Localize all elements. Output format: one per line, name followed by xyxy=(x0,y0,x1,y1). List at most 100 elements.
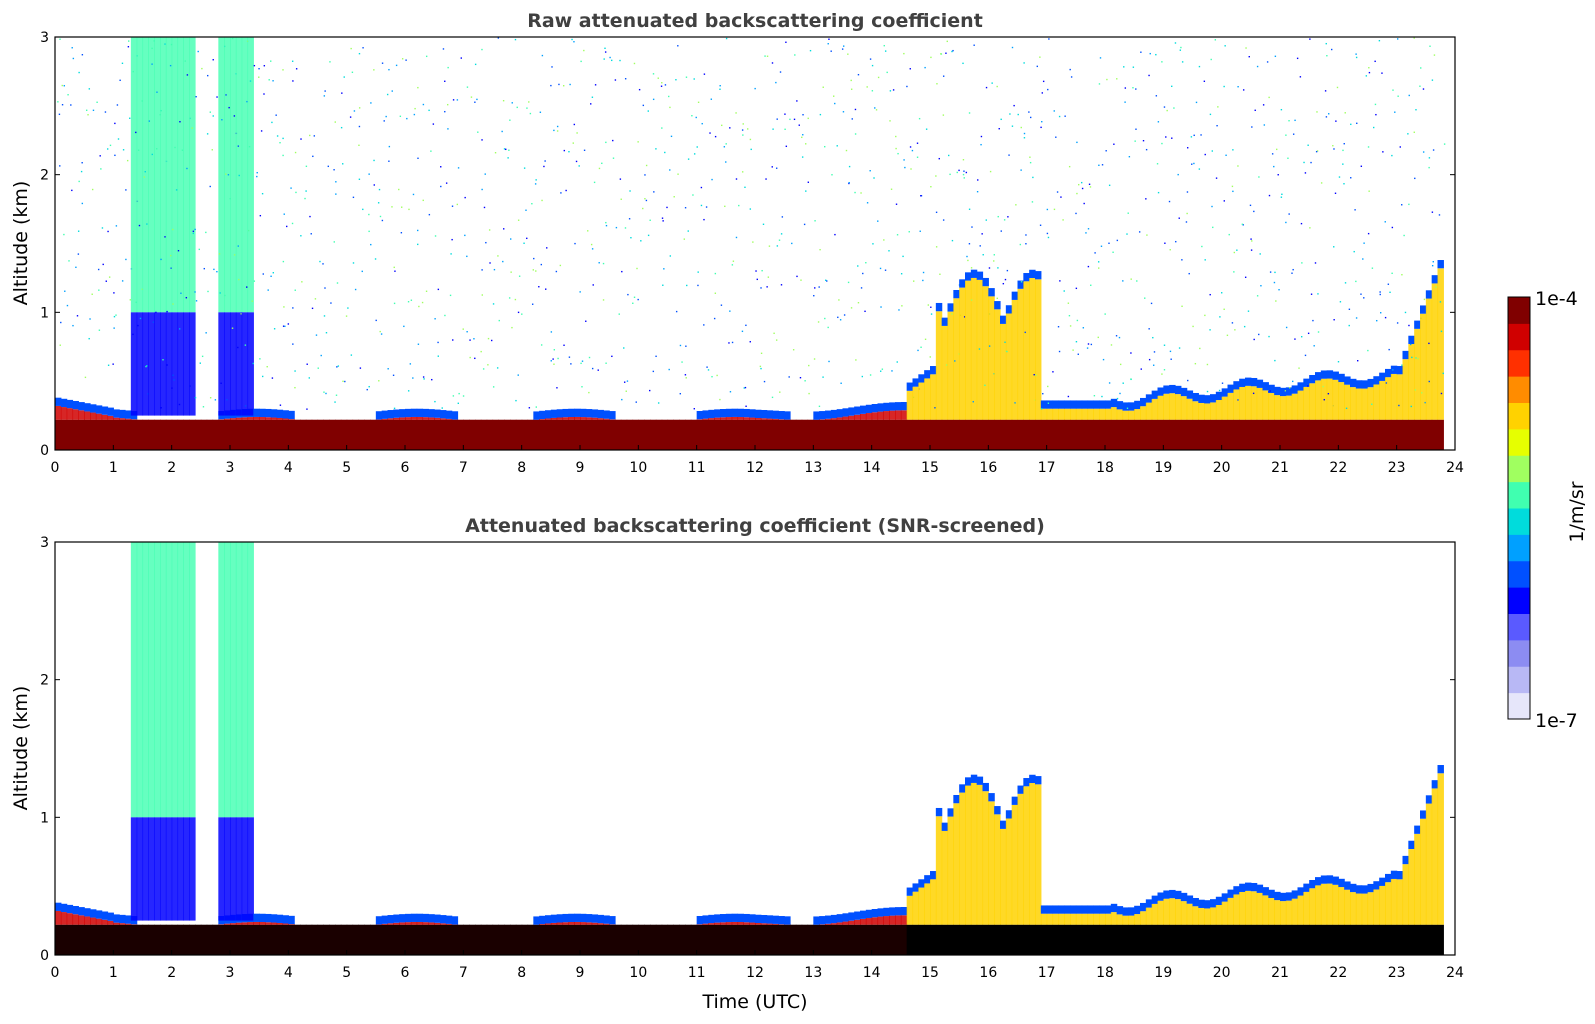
surface-layer-cell xyxy=(819,420,825,450)
surface-layer-cell xyxy=(1438,925,1444,955)
noise-speck xyxy=(1158,121,1159,122)
noise-speck xyxy=(715,293,716,294)
layer-edge-cell xyxy=(73,401,79,409)
noise-speck xyxy=(936,83,937,84)
noise-speck xyxy=(805,143,806,144)
noise-speck xyxy=(619,313,620,314)
noise-speck xyxy=(1373,127,1374,128)
noise-speck xyxy=(1428,167,1429,168)
noise-speck xyxy=(132,334,133,335)
noise-speck xyxy=(1268,97,1269,98)
noise-speck xyxy=(677,45,678,46)
surface-layer-cell xyxy=(598,420,604,450)
noise-speck xyxy=(1286,327,1287,328)
layer-edge-cell xyxy=(1187,390,1193,398)
noise-speck xyxy=(156,92,157,93)
noise-speck xyxy=(1237,86,1238,87)
layer-edge-cell xyxy=(102,911,108,919)
noise-speck xyxy=(626,391,627,392)
noise-speck xyxy=(338,365,339,366)
noise-speck xyxy=(250,80,251,81)
noise-speck xyxy=(335,121,336,122)
x-tick-label: 13 xyxy=(804,965,822,981)
surface-layer-cell xyxy=(493,420,499,450)
noise-speck xyxy=(619,60,620,61)
surface-layer-cell xyxy=(1181,420,1187,450)
noise-speck xyxy=(634,297,635,298)
noise-speck xyxy=(1034,374,1035,375)
noise-speck xyxy=(595,84,596,85)
noise-speck xyxy=(977,179,978,180)
noise-speck xyxy=(87,114,88,115)
noise-speck xyxy=(508,150,509,151)
noise-speck xyxy=(1250,205,1251,206)
noise-speck xyxy=(1048,38,1049,39)
noise-speck xyxy=(179,328,180,329)
surface-layer-cell xyxy=(382,925,388,955)
surface-layer-cell xyxy=(1222,925,1228,955)
layer-edge-cell xyxy=(603,410,609,418)
surface-layer-cell xyxy=(1088,925,1094,955)
noise-speck xyxy=(644,198,645,199)
surface-layer-cell xyxy=(1280,925,1286,955)
plume-base-cell xyxy=(148,312,154,415)
noise-speck xyxy=(378,380,379,381)
surface-layer-cell xyxy=(1093,925,1099,955)
noise-speck xyxy=(1326,116,1327,117)
noise-speck xyxy=(1076,142,1077,143)
noise-speck xyxy=(1135,129,1136,130)
surface-layer-cell xyxy=(848,925,854,955)
surface-layer-cell xyxy=(67,925,73,955)
noise-speck xyxy=(1020,244,1021,245)
noise-speck xyxy=(1223,309,1224,310)
noise-speck xyxy=(1076,341,1077,342)
noise-speck xyxy=(1042,92,1043,93)
noise-speck xyxy=(1343,183,1344,184)
aerosol-layer-cell xyxy=(924,883,930,924)
noise-speck xyxy=(1311,294,1312,295)
noise-speck xyxy=(519,276,520,277)
surface-layer-cell xyxy=(1134,925,1140,955)
layer-edge-cell xyxy=(977,272,983,280)
layer-edge-cell xyxy=(749,914,755,922)
noise-speck xyxy=(1441,393,1442,394)
x-tick-label: 13 xyxy=(804,460,822,476)
aerosol-layer-cell xyxy=(1408,849,1414,925)
noise-speck xyxy=(1149,359,1150,360)
layer-edge-cell xyxy=(1181,388,1187,396)
noise-speck xyxy=(1440,301,1441,302)
surface-layer-cell xyxy=(936,925,942,955)
noise-speck xyxy=(100,168,101,169)
aerosol-layer-cell xyxy=(434,923,440,925)
noise-speck xyxy=(637,299,638,300)
surface-layer-cell xyxy=(825,420,831,450)
aerosol-layer-cell xyxy=(423,922,429,925)
noise-speck xyxy=(760,368,761,369)
layer-edge-cell xyxy=(1187,895,1193,903)
noise-speck xyxy=(179,404,180,405)
noise-speck xyxy=(518,374,519,375)
aerosol-layer-cell xyxy=(545,418,551,419)
plume-cell xyxy=(189,542,195,817)
noise-speck xyxy=(642,208,643,209)
noise-speck xyxy=(57,101,58,102)
noise-speck xyxy=(589,357,590,358)
noise-speck xyxy=(857,265,858,266)
layer-edge-cell xyxy=(1076,905,1082,913)
surface-layer-cell xyxy=(248,420,254,450)
noise-speck xyxy=(1059,116,1060,117)
noise-speck xyxy=(1020,169,1021,170)
layer-edge-cell xyxy=(405,914,411,922)
surface-layer-cell xyxy=(743,420,749,450)
noise-speck xyxy=(1424,299,1425,300)
aerosol-layer-cell xyxy=(96,919,102,925)
layer-edge-cell xyxy=(1169,890,1175,898)
layer-edge-cell xyxy=(837,914,843,922)
layer-edge-cell xyxy=(948,808,954,816)
noise-speck xyxy=(59,114,60,115)
surface-layer-cell xyxy=(417,420,423,450)
aerosol-layer-cell xyxy=(872,412,878,419)
noise-speck xyxy=(922,280,923,281)
aerosol-layer-cell xyxy=(1041,914,1047,925)
